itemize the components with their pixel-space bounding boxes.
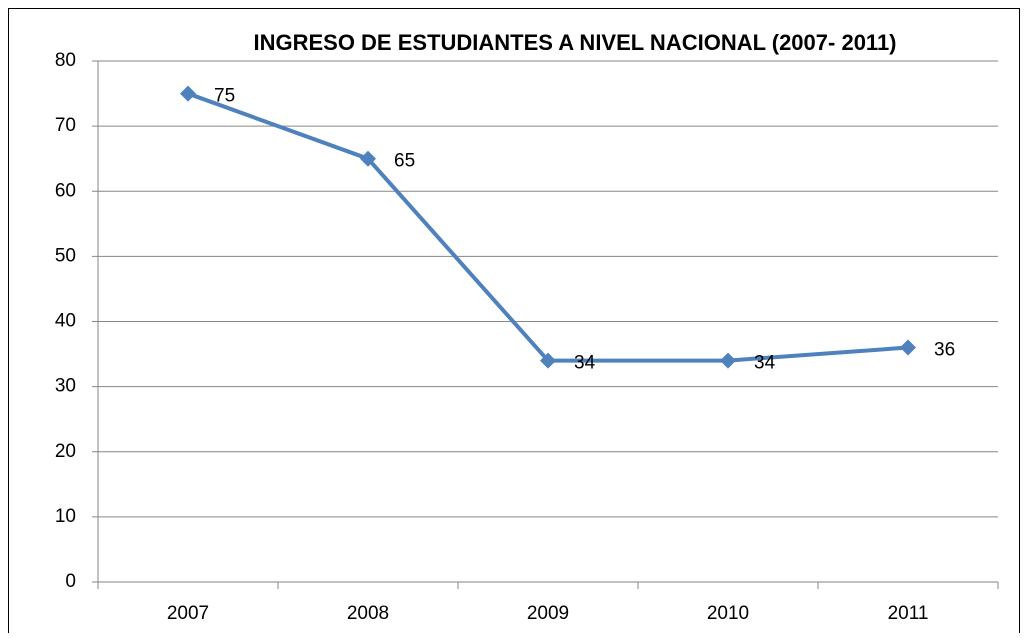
- y-tick-label: 50: [55, 245, 76, 266]
- data-label: 75: [214, 86, 235, 107]
- x-tick-label: 2011: [888, 603, 929, 624]
- y-tick-label: 0: [65, 571, 76, 592]
- marker: [540, 352, 556, 369]
- y-tick-label: 30: [55, 376, 76, 397]
- y-tick-label: 80: [55, 50, 76, 71]
- y-tick-label: 20: [55, 441, 76, 462]
- chart-title: INGRESO DE ESTUDIANTES A NIVEL NACIONAL …: [253, 30, 896, 55]
- y-tick-label: 10: [55, 506, 76, 527]
- data-label: 34: [574, 353, 596, 374]
- marker: [720, 352, 736, 369]
- x-tick-label: 2007: [167, 603, 209, 624]
- x-tick-label: 2010: [707, 603, 749, 624]
- y-tick-label: 60: [55, 180, 76, 201]
- x-tick-label: 2009: [527, 603, 569, 624]
- data-label: 34: [754, 353, 776, 374]
- y-tick-label: 70: [55, 115, 76, 136]
- x-tick-label: 2008: [347, 603, 389, 624]
- data-label: 65: [394, 151, 415, 172]
- marker: [180, 85, 196, 102]
- marker: [360, 150, 376, 167]
- y-tick-label: 40: [55, 311, 76, 332]
- data-label: 36: [934, 340, 955, 361]
- marker: [900, 339, 916, 356]
